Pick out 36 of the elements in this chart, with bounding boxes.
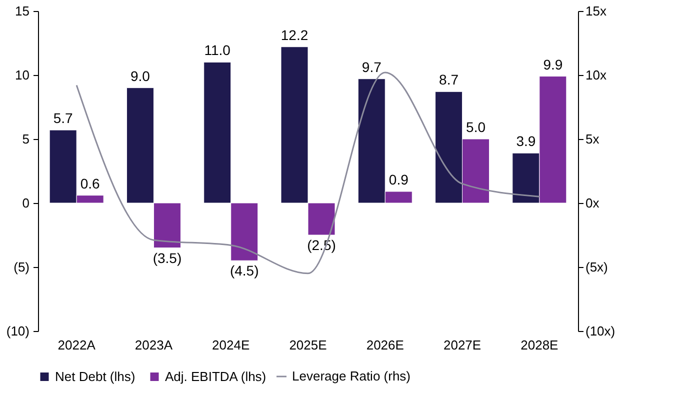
data-label: 0.6 — [80, 175, 100, 192]
data-label: 9.0 — [130, 68, 150, 84]
data-label: 3.9 — [516, 133, 536, 150]
legend-label: Adj. EBITDA (lhs) — [165, 368, 266, 384]
x-tick-label: 2024E — [212, 338, 250, 352]
data-label: 5.7 — [53, 110, 74, 126]
data-label: 5.0 — [466, 119, 486, 135]
y-tick-label: (5) — [14, 260, 30, 274]
x-tick-label: 2026E — [366, 338, 404, 352]
data-label: 9.9 — [543, 56, 563, 72]
y-tick-label: 0 — [22, 196, 30, 210]
data-label: (3.5) — [152, 250, 182, 266]
x-tick-label: 2022A — [58, 338, 96, 352]
data-label: 8.7 — [439, 72, 459, 88]
y-tick-label: (10) — [6, 324, 30, 338]
y-tick-label: 10 — [15, 68, 30, 82]
data-label: 9.7 — [362, 58, 382, 75]
data-label: (4.5) — [230, 262, 259, 279]
y2-tick-label: (10x) — [586, 324, 616, 338]
data-label: (2.5) — [307, 237, 336, 253]
y-tick-label: 5 — [22, 132, 30, 146]
y2-tick-label: (5x) — [586, 260, 608, 274]
y2-tick-label: 15x — [586, 4, 607, 18]
y2-tick-label: 5x — [586, 132, 600, 146]
x-tick-label: 2025E — [289, 338, 328, 352]
data-label: 0.9 — [388, 171, 409, 188]
y-tick-label: 15 — [15, 4, 30, 18]
legend-label: Net Debt (lhs) — [55, 368, 136, 384]
data-label: 12.2 — [280, 26, 308, 43]
x-tick-label: 2027E — [443, 338, 482, 352]
data-label: 11.0 — [204, 42, 231, 58]
x-tick-label: 2028E — [520, 338, 559, 352]
y2-tick-label: 0x — [586, 196, 600, 210]
x-tick-label: 2023A — [134, 338, 173, 352]
y2-tick-label: 10x — [586, 68, 607, 82]
legend-label: Leverage Ratio (rhs) — [292, 368, 410, 384]
